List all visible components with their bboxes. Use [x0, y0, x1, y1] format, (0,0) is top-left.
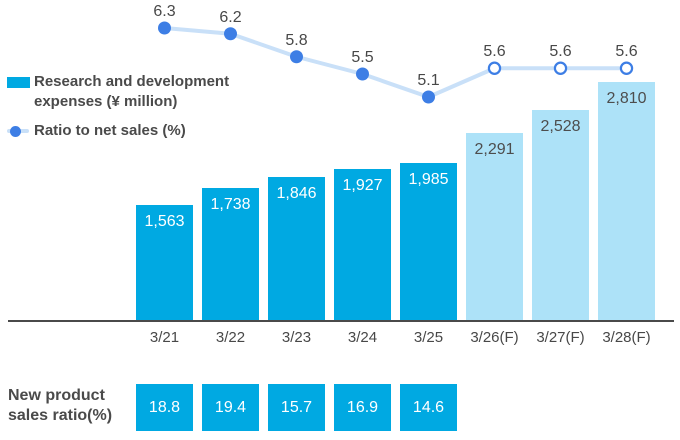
- bar-value-label: 1,985: [408, 171, 449, 188]
- bar-3/25: [400, 163, 457, 320]
- bar-3/27(F): [532, 110, 589, 320]
- ratio-value-label: 5.6: [483, 43, 506, 61]
- ratio-value-label: 5.1: [417, 72, 440, 89]
- bar-value-label: 1,563: [144, 213, 185, 230]
- ratio-point-open-icon: [487, 61, 502, 75]
- x-axis-label: 3/23: [281, 329, 312, 346]
- legend-label-rd-expenses: Research and development expenses (¥ mil…: [34, 73, 230, 110]
- x-axis-label: 3/28(F): [602, 329, 651, 346]
- bar-3/21: [136, 205, 193, 320]
- legend-item-ratio: Ratio to net sales (%): [7, 121, 247, 141]
- new-product-ratio-box: 19.4: [202, 384, 259, 431]
- legend-label-ratio: Ratio to net sales (%): [34, 122, 186, 139]
- ratio-value-label: 5.8: [285, 31, 308, 49]
- ratio-point-open-icon: [619, 61, 634, 75]
- x-axis-label: 3/21: [149, 329, 180, 346]
- new-product-ratio-box: 18.8: [136, 384, 193, 431]
- ratio-point-icon: [158, 21, 171, 35]
- bar-value-label: 2,810: [606, 90, 647, 107]
- legend: Research and development expenses (¥ mil…: [7, 72, 247, 141]
- ratio-value-label: 6.3: [153, 3, 176, 20]
- bar-3/22: [202, 188, 259, 320]
- x-axis-label: 3/27(F): [536, 329, 585, 346]
- dot-icon: [10, 125, 21, 137]
- bar-value-label: 1,846: [276, 185, 317, 202]
- x-axis-label: 3/26(F): [470, 329, 519, 346]
- ratio-value-label: 5.6: [549, 43, 572, 61]
- ratio-value-label: 5.5: [351, 49, 374, 66]
- ratio-point-icon: [356, 67, 369, 81]
- bar-value-label: 1,927: [342, 177, 383, 194]
- ratio-point-icon: [422, 90, 435, 104]
- bar-value-label: 1,738: [210, 196, 251, 213]
- footer-label: New product sales ratio(%): [8, 387, 113, 424]
- bar-3/26(F): [466, 133, 523, 320]
- bar-value-label: 2,291: [474, 141, 515, 158]
- new-product-ratio-box: 16.9: [334, 384, 391, 431]
- new-product-ratio-box: 15.7: [268, 384, 325, 431]
- line-dot-icon: [7, 121, 29, 141]
- x-axis-label: 3/22: [215, 329, 246, 346]
- new-product-ratio-box: 14.6: [400, 384, 457, 431]
- legend-item-rd-expenses: Research and development expenses (¥ mil…: [7, 72, 247, 112]
- bar-3/24: [334, 169, 391, 320]
- x-axis-label: 3/25: [413, 329, 444, 346]
- ratio-value-label: 5.6: [615, 43, 638, 61]
- ratio-point-icon: [290, 50, 303, 64]
- x-axis-line: [8, 320, 674, 322]
- bar-3/28(F): [598, 82, 655, 320]
- ratio-point-icon: [224, 27, 237, 41]
- bar-value-label: 2,528: [540, 118, 581, 135]
- ratio-value-label: 6.2: [219, 8, 242, 26]
- ratio-point-open-icon: [553, 61, 568, 75]
- x-axis-label: 3/24: [347, 329, 378, 346]
- bar-3/23: [268, 177, 325, 320]
- bar-swatch-icon: [7, 77, 30, 88]
